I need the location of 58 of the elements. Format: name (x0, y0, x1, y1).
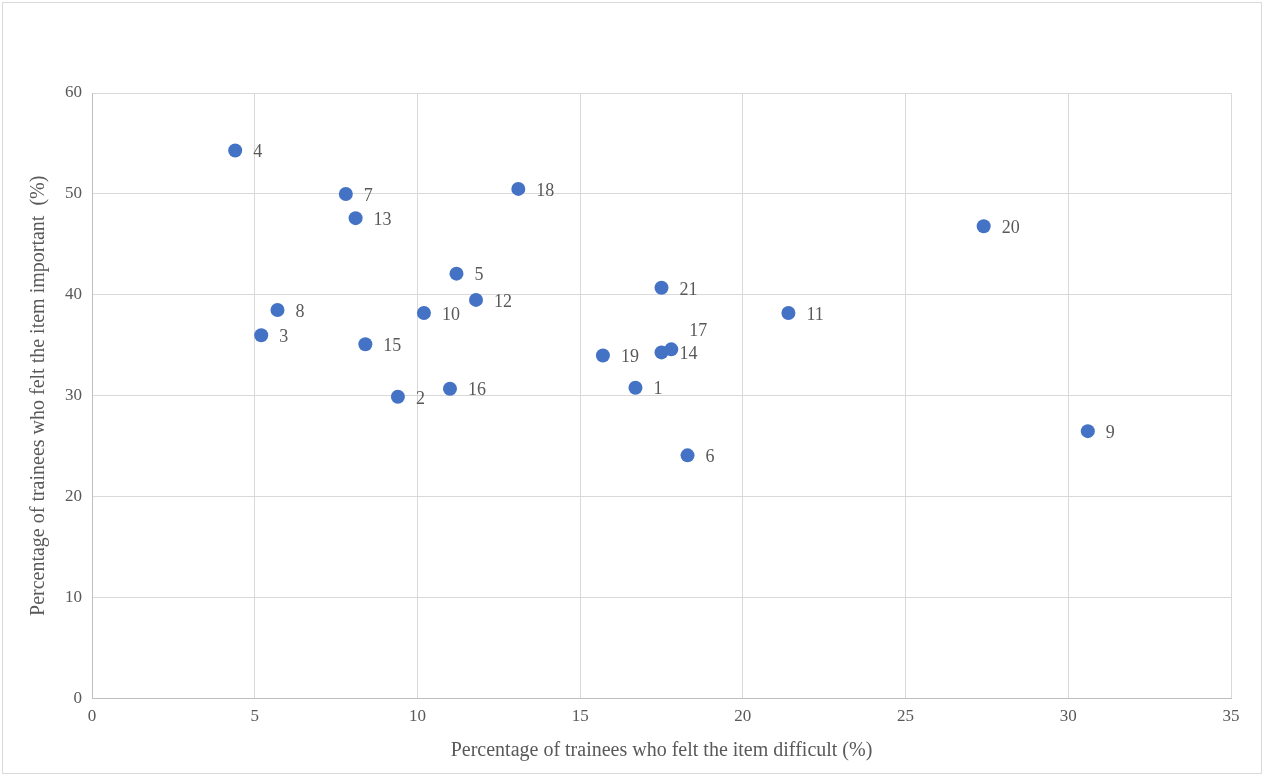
x-tick-label: 10 (408, 706, 426, 726)
point (449, 266, 464, 281)
point (338, 186, 353, 201)
x-tick-label: 15 (571, 706, 589, 726)
point (654, 280, 669, 295)
annotation: 21 (679, 278, 698, 299)
point (348, 211, 363, 226)
annotation: 19 (620, 346, 639, 367)
y-tick-label: 50 (65, 183, 82, 203)
y-tick-label: 10 (65, 587, 82, 607)
annotation: 4 (253, 141, 263, 162)
point (595, 348, 610, 363)
annotation: 9 (1105, 421, 1115, 442)
point (416, 306, 431, 321)
point (628, 380, 643, 395)
x-tick-label: 30 (1059, 706, 1077, 726)
point (358, 337, 373, 352)
annotation: 15 (383, 335, 402, 356)
point (680, 448, 695, 463)
annotation: 14 (679, 343, 698, 364)
point (390, 389, 405, 404)
point (664, 342, 679, 357)
point (270, 303, 285, 318)
x-tick-label: 5 (250, 706, 259, 726)
annotation: 6 (705, 446, 715, 467)
y-tick-label: 20 (65, 486, 82, 506)
y-axis-title: Percentage of trainees who felt the item important (%) (26, 175, 50, 616)
annotation: 8 (295, 300, 305, 321)
point (469, 292, 484, 307)
x-tick-label: 25 (897, 706, 915, 726)
x-tick-label: 35 (1222, 706, 1240, 726)
annotation: 7 (363, 184, 373, 205)
x-tick-label: 0 (87, 706, 97, 726)
annotation: 11 (806, 303, 824, 324)
y-tick-label: 30 (65, 385, 82, 405)
y-tick-label: 40 (65, 284, 82, 304)
point (254, 328, 269, 343)
annotation: 12 (494, 290, 513, 311)
annotation: 5 (474, 264, 484, 285)
point (976, 219, 991, 234)
annotation: 2 (415, 387, 425, 408)
point (228, 143, 243, 158)
annotation: 10 (441, 303, 460, 324)
point (442, 381, 457, 396)
point (511, 181, 526, 196)
annotation: 1 (653, 378, 663, 399)
y-tick-label: 0 (73, 688, 82, 708)
annotation: 17 (689, 320, 708, 341)
annotation: 18 (536, 179, 555, 200)
y-tick-label: 60 (65, 82, 82, 102)
annotation: 20 (1001, 216, 1020, 237)
point (1080, 424, 1095, 439)
annotation: 16 (467, 379, 486, 400)
x-axis-title: Percentage of trainees who felt the item difficult (%) (450, 738, 873, 762)
annotation: 13 (373, 208, 392, 229)
annotation: 3 (279, 325, 289, 346)
point (781, 306, 796, 321)
x-tick-label: 20 (734, 706, 752, 726)
